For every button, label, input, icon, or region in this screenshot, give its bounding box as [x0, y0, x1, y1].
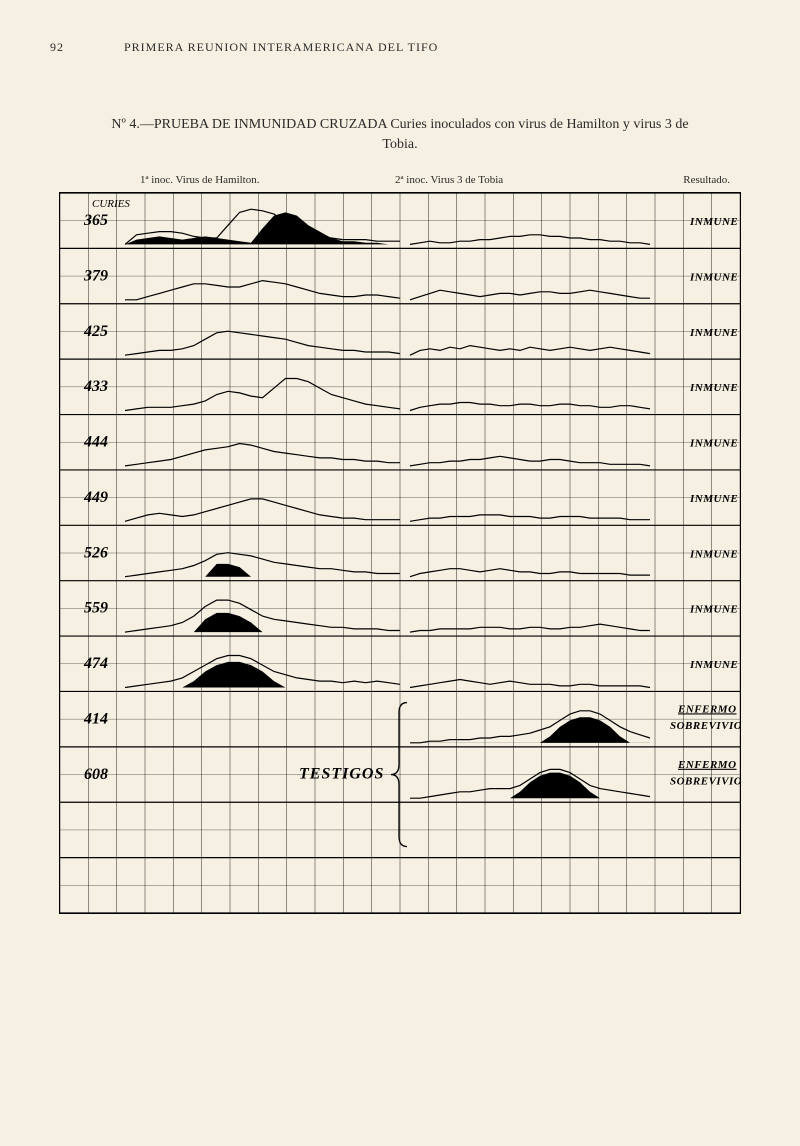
svg-text:449: 449: [83, 489, 108, 506]
svg-text:433: 433: [83, 378, 108, 395]
svg-text:425: 425: [83, 323, 108, 340]
svg-text:CURIES: CURIES: [92, 198, 130, 210]
svg-text:ENFERMO: ENFERMO: [677, 704, 737, 716]
svg-text:SOBREVIVIO: SOBREVIVIO: [670, 720, 740, 732]
svg-text:INMUNE: INMUNE: [689, 493, 738, 505]
running-title: PRIMERA REUNION INTERAMERICANA DEL TIFO: [124, 40, 438, 55]
svg-text:INMUNE: INMUNE: [689, 604, 738, 616]
figure-caption: Nº 4.—PRUEBA DE INMUNIDAD CRUZADA Curies…: [100, 115, 700, 154]
svg-text:INMUNE: INMUNE: [689, 438, 738, 450]
page-number: 92: [50, 40, 64, 55]
svg-text:SOBREVIVIO: SOBREVIVIO: [670, 776, 740, 788]
svg-text:559: 559: [84, 600, 108, 617]
svg-text:608: 608: [84, 766, 108, 783]
svg-text:TESTIGOS: TESTIGOS: [299, 766, 384, 783]
svg-text:474: 474: [83, 655, 108, 672]
col-label-3: Resultado.: [650, 174, 730, 186]
svg-text:526: 526: [84, 544, 108, 561]
svg-text:ENFERMO: ENFERMO: [677, 759, 737, 771]
temperature-chart: CURIES 365 INMUNE 379 INMUNE 425 INMUNE 433 INMU…: [59, 192, 741, 914]
col-label-1: 1ª inoc. Virus de Hamilton.: [140, 174, 340, 186]
svg-text:444: 444: [83, 434, 108, 451]
col-label-2: 2ª inoc. Virus 3 de Tobia: [395, 174, 595, 186]
svg-text:INMUNE: INMUNE: [689, 382, 738, 394]
svg-text:INMUNE: INMUNE: [689, 327, 738, 339]
svg-text:365: 365: [83, 212, 108, 229]
svg-text:379: 379: [83, 268, 108, 285]
svg-text:INMUNE: INMUNE: [689, 272, 738, 284]
svg-text:INMUNE: INMUNE: [689, 216, 738, 228]
svg-text:414: 414: [83, 711, 108, 728]
svg-text:INMUNE: INMUNE: [689, 659, 738, 671]
svg-text:INMUNE: INMUNE: [689, 548, 738, 560]
